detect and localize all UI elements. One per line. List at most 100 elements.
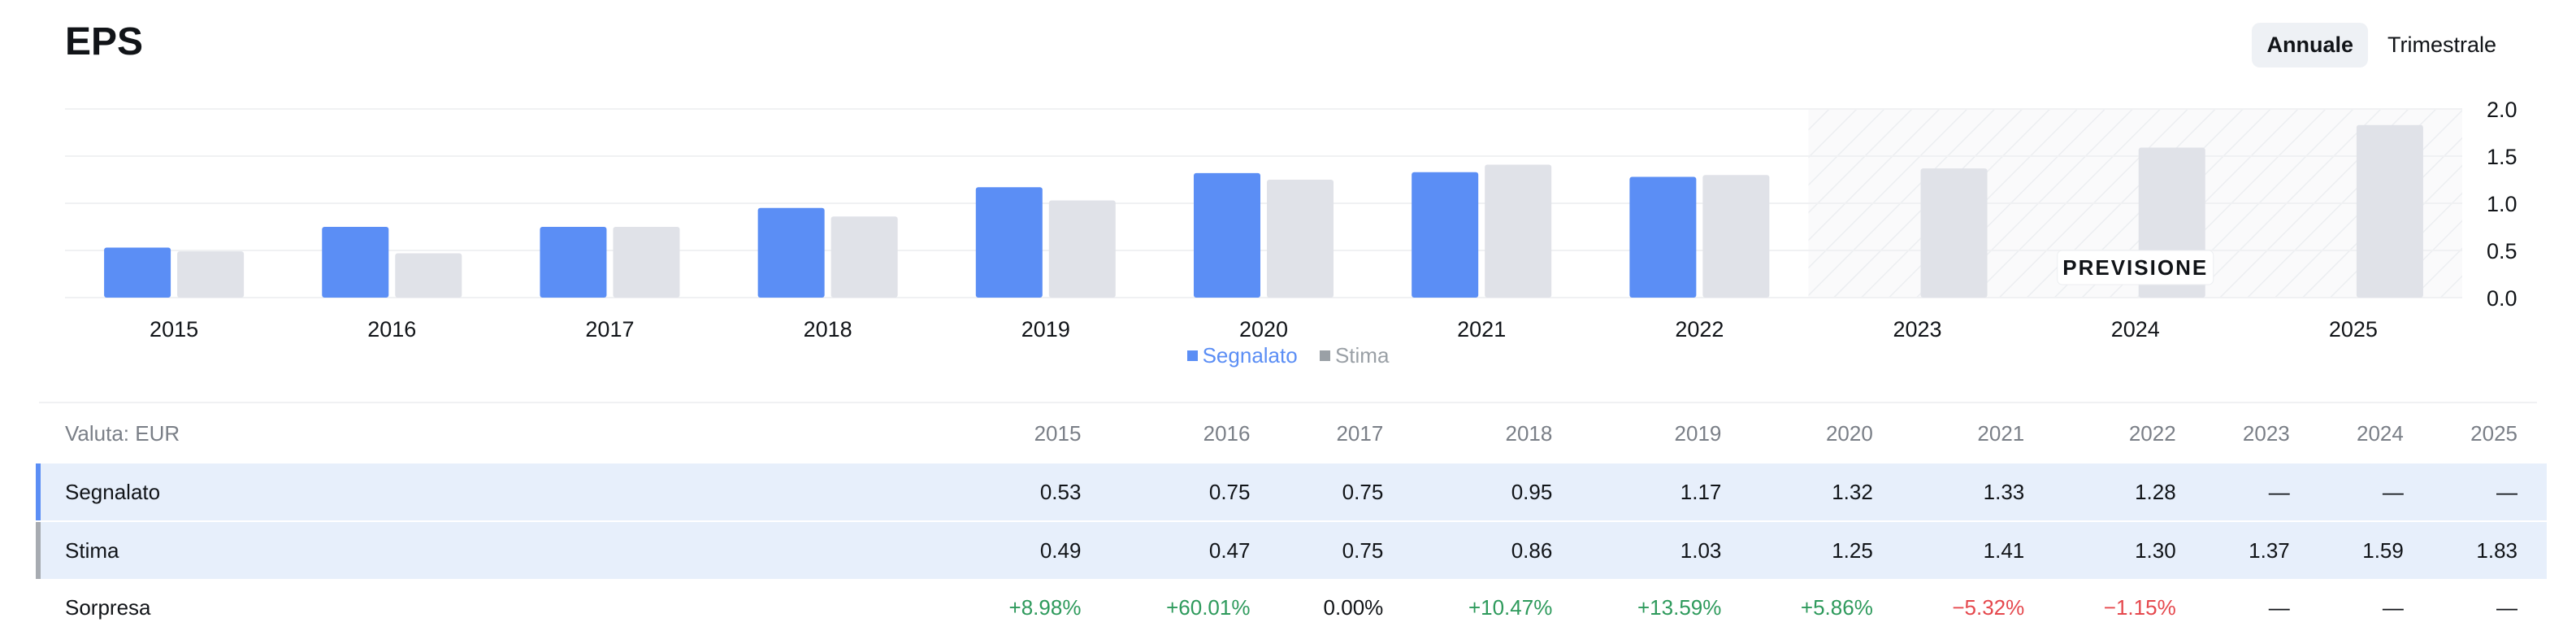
table-cell: — <box>2432 463 2547 522</box>
legend-reported-label: Segnalato <box>1202 343 1298 368</box>
table-cell: 0.75 <box>1279 521 1413 579</box>
bar-reported <box>757 207 825 298</box>
legend-estimate-swatch <box>1319 350 1330 361</box>
legend-reported[interactable]: Segnalato <box>1186 343 1298 368</box>
bar-estimate <box>1267 180 1334 298</box>
header-cell: 2025 <box>2470 420 2517 446</box>
surprise-cell: +8.98% <box>1008 594 1082 620</box>
x-tick-label: 2019 <box>1021 317 1070 342</box>
table-cell: 0.53 <box>959 463 1111 522</box>
y-tick-label: 1.0 <box>2487 192 2517 216</box>
forecast-label: PREVISIONE <box>2062 255 2208 280</box>
x-tick-label: 2015 <box>150 317 198 342</box>
table-cell: 1.83 <box>2432 521 2547 579</box>
row-label: Sorpresa <box>65 594 151 620</box>
header-cell: 2023 <box>2242 420 2290 446</box>
x-tick-label: 2016 <box>367 317 416 342</box>
bar-estimate <box>1048 200 1116 298</box>
header-cell: 2024 <box>2357 420 2404 446</box>
legend-estimate-label: Stima <box>1334 343 1390 368</box>
surprise-cell: +60.01% <box>1166 594 1251 620</box>
bar-reported <box>322 227 389 298</box>
table-cell: 0.75 <box>1110 463 1280 522</box>
x-tick-label: 2022 <box>1675 317 1724 342</box>
header-cell: 2017 <box>1336 420 1384 446</box>
header-cell: 2015 <box>1034 420 1082 446</box>
bar-estimate <box>177 251 245 298</box>
currency-label: Valuta: EUR <box>65 420 180 446</box>
table-cell: 1.32 <box>1750 463 1902 522</box>
table-cell: 1.30 <box>2053 521 2205 579</box>
table-cell: 1.33 <box>1902 463 2054 522</box>
bar-estimate <box>395 253 462 298</box>
row-label: Stima <box>36 521 959 579</box>
header-cell: 2021 <box>1977 420 2025 446</box>
table-cell: 0.75 <box>1279 463 1413 522</box>
legend-estimate[interactable]: Stima <box>1319 343 1390 368</box>
header-cell: 2019 <box>1674 420 1722 446</box>
table-cell: 1.17 <box>1581 463 1751 522</box>
table-cell: 1.25 <box>1750 521 1902 579</box>
page-title: EPS <box>65 20 144 63</box>
header-cell: 2016 <box>1203 420 1251 446</box>
x-tick-label: 2017 <box>585 317 634 342</box>
bar-reported <box>540 227 607 298</box>
table-cell: — <box>2318 463 2433 522</box>
bar-reported <box>1629 176 1697 298</box>
surprise-cell: +10.47% <box>1468 594 1553 620</box>
bar-estimate <box>830 216 898 298</box>
x-tick-label: 2018 <box>804 317 852 342</box>
bar-estimate <box>613 227 680 298</box>
bar-estimate <box>1920 168 1988 298</box>
chart-legend: Segnalato Stima <box>0 342 2576 368</box>
bar-reported <box>1412 172 1479 298</box>
header-cell: 2020 <box>1825 420 1873 446</box>
y-tick-label: 1.5 <box>2487 145 2517 169</box>
x-tick-label: 2025 <box>2329 317 2378 342</box>
surprise-cell: — <box>2268 594 2290 620</box>
bar-estimate <box>1485 164 1552 298</box>
x-tick-label: 2024 <box>2111 317 2160 342</box>
table-row-surprise[interactable]: Sorpresa +8.98% +60.01% 0.00% +10.47% +1… <box>36 579 2547 636</box>
y-tick-label: 0.0 <box>2487 286 2517 311</box>
table-cell: 0.95 <box>1412 463 1582 522</box>
annual-tab[interactable]: Annuale <box>2252 23 2368 67</box>
table-cell: 0.49 <box>959 521 1111 579</box>
header-cell: 2018 <box>1505 420 1553 446</box>
table-cell: 1.41 <box>1902 521 2054 579</box>
row-label: Segnalato <box>36 463 959 522</box>
surprise-cell: +13.59% <box>1637 594 1722 620</box>
surprise-cell: +5.86% <box>1800 594 1873 620</box>
x-tick-label: 2023 <box>1893 317 1942 342</box>
surprise-cell: −5.32% <box>1952 594 2025 620</box>
surprise-cell: 0.00% <box>1323 594 1384 620</box>
y-tick-label: 0.5 <box>2487 239 2517 263</box>
period-toggle: Annuale Trimestrale <box>2252 23 2511 67</box>
legend-reported-swatch <box>1186 350 1198 361</box>
surprise-cell: −1.15% <box>2103 594 2176 620</box>
bar-reported <box>104 247 171 298</box>
bar-reported <box>1194 172 1260 298</box>
x-tick-label: 2020 <box>1239 317 1288 342</box>
eps-table: Valuta: EUR 2015 2016 2017 2018 2019 202… <box>36 403 2547 636</box>
header-cell: 2022 <box>2128 420 2176 446</box>
table-cell: 0.47 <box>1110 521 1280 579</box>
table-cell: — <box>2205 463 2319 522</box>
bar-estimate <box>2356 124 2423 298</box>
x-tick-label: 2021 <box>1457 317 1506 342</box>
table-cell: 1.03 <box>1581 521 1751 579</box>
table-cell: 1.37 <box>2205 521 2319 579</box>
table-cell: 1.59 <box>2318 521 2433 579</box>
forecast-badge <box>2057 250 2214 285</box>
eps-chart: 0.0 0.5 1.0 1.5 2.0 2015 2016 2017 2018 2019 2020 2… <box>65 98 2517 342</box>
surprise-cell: — <box>2496 594 2517 620</box>
table-header-row: Valuta: EUR 2015 2016 2017 2018 2019 202… <box>36 403 2547 463</box>
table-row-reported[interactable]: Segnalato 0.53 0.75 0.75 0.95 1.17 1.32 … <box>36 463 2547 522</box>
y-tick-label: 2.0 <box>2487 98 2517 122</box>
section-divider <box>39 402 2537 403</box>
bar-estimate <box>1702 175 1770 298</box>
surprise-cell: — <box>2382 594 2404 620</box>
table-row-estimate[interactable]: Stima 0.49 0.47 0.75 0.86 1.03 1.25 1.41… <box>36 521 2547 579</box>
quarterly-tab[interactable]: Trimestrale <box>2373 23 2511 67</box>
table-cell: 0.86 <box>1412 521 1582 579</box>
